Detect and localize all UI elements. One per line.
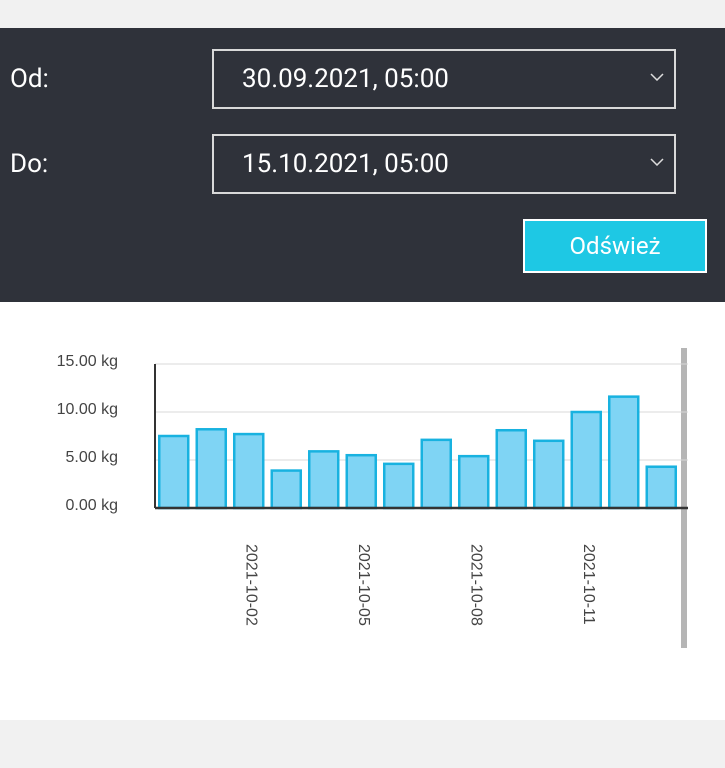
x-tick-label: 2021-10-08 bbox=[468, 544, 485, 626]
bar bbox=[458, 454, 490, 510]
to-select[interactable]: 15.10.2021, 05:00 bbox=[212, 134, 676, 194]
bar bbox=[533, 439, 565, 510]
bar bbox=[195, 428, 227, 510]
bar bbox=[345, 453, 377, 510]
bar bbox=[420, 438, 452, 510]
bar bbox=[645, 465, 677, 510]
from-select[interactable]: 30.09.2021, 05:00 bbox=[212, 49, 676, 109]
x-tick-label: 2021-10-11 bbox=[580, 544, 597, 625]
y-tick-label: 10.00 kg bbox=[57, 401, 118, 418]
y-tick-label: 0.00 kg bbox=[66, 497, 118, 514]
bar bbox=[608, 395, 640, 510]
chevron bbox=[650, 158, 664, 166]
chart-area: 0.00 kg 5.00 kg 10.00 kg 15.00 kg 2021-10-02… bbox=[0, 302, 725, 720]
x-tick-label: 2021-10-02 bbox=[243, 544, 260, 626]
y-tick-label: 5.00 kg bbox=[66, 449, 118, 466]
filter-panel: Od: 30.09.2021, 05:00 Do: 15.10.2021, 05… bbox=[0, 28, 725, 302]
bar bbox=[495, 428, 527, 510]
chevron bbox=[650, 73, 664, 81]
x-tick-label: 2021-10-05 bbox=[355, 544, 372, 626]
chart: 0.00 kg 5.00 kg 10.00 kg 15.00 kg 2021-10-02… bbox=[57, 348, 688, 648]
bar bbox=[158, 434, 190, 510]
bar bbox=[270, 469, 302, 510]
bar bbox=[233, 432, 265, 510]
bar bbox=[383, 462, 415, 510]
from-label: Od: bbox=[10, 64, 49, 94]
y-tick-label: 15.00 kg bbox=[57, 353, 118, 370]
bar bbox=[570, 410, 602, 510]
to-value: 15.10.2021, 05:00 bbox=[242, 149, 449, 179]
from-value: 30.09.2021, 05:00 bbox=[242, 64, 449, 94]
to-label: Do: bbox=[10, 149, 49, 179]
refresh-button[interactable]: Odśwież bbox=[523, 219, 707, 273]
bar bbox=[308, 450, 340, 510]
scrollbar bbox=[681, 348, 687, 648]
